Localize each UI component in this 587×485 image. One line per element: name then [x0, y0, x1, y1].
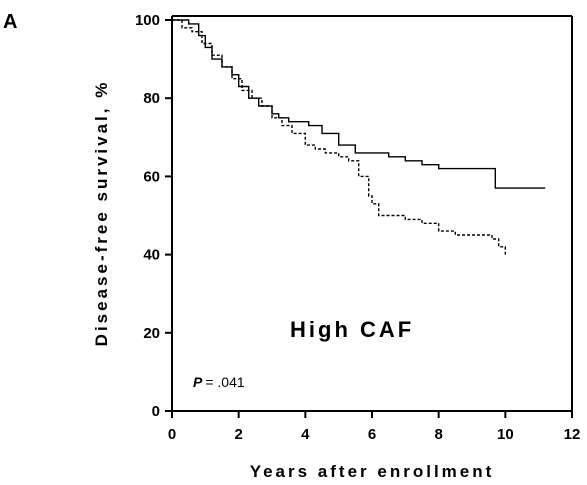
y-tick-label-0: 0: [152, 403, 160, 420]
survival-curve-dashed: [172, 19, 506, 255]
y-ticks: 0 20 40 60 80 100: [135, 12, 172, 420]
panel-letter: A: [3, 11, 17, 33]
x-tick-label-5: 10: [497, 426, 514, 443]
x-tick-label-1: 2: [234, 426, 242, 443]
survival-curves: [172, 19, 546, 255]
x-axis-title: Years after enrollment: [250, 462, 495, 481]
x-tick-label-4: 8: [434, 426, 442, 443]
x-ticks: 0 2 4 6 8 10 12: [168, 411, 581, 443]
x-tick-label-0: 0: [168, 426, 176, 443]
y-tick-label-2: 40: [143, 247, 160, 264]
p-value-annotation: P = .041: [193, 374, 245, 390]
survival-curve-solid: [172, 19, 546, 189]
y-tick-label-4: 80: [143, 90, 160, 107]
x-tick-label-3: 6: [368, 426, 376, 443]
y-axis-title: Disease-free survival, %: [92, 80, 111, 347]
x-tick-label-2: 4: [301, 426, 310, 443]
y-tick-label-3: 60: [143, 168, 160, 185]
group-annotation: High CAF: [290, 317, 414, 342]
p-value-symbol: P: [193, 374, 203, 390]
x-tick-label-6: 12: [564, 426, 581, 443]
y-tick-label-1: 20: [143, 325, 160, 342]
p-value-number: = .041: [205, 374, 245, 390]
y-tick-label-5: 100: [135, 12, 160, 29]
